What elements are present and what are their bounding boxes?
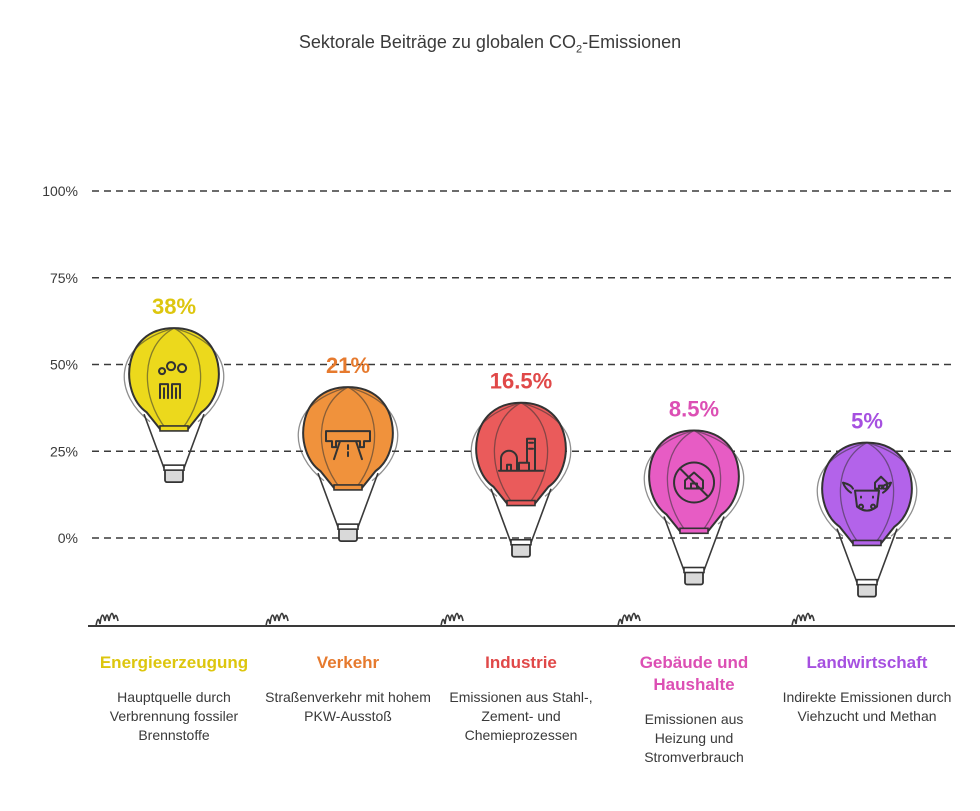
house-globe-icon — [673, 461, 715, 504]
category-description: Emissionen aus Heizung und Stromverbrauc… — [644, 711, 744, 765]
balloon-rope — [663, 516, 725, 571]
category-label: Energieerzeugung — [99, 653, 249, 672]
grass-tuft — [440, 612, 464, 627]
data-label: 38% — [152, 294, 196, 319]
basket-rim — [856, 578, 878, 586]
balloon-rope — [143, 413, 205, 469]
balloon-5: 5% — [816, 409, 918, 598]
balloon-seam — [816, 442, 918, 544]
balloon-band — [333, 484, 363, 491]
grass-tuft — [617, 612, 641, 627]
category-description: Straßenverkehr mit hohem PKW-Ausstoß — [265, 689, 431, 724]
balloon-band — [159, 425, 189, 432]
basket-rim — [510, 538, 532, 546]
balloon-band — [852, 539, 882, 547]
data-label: 16.5% — [490, 369, 552, 394]
balloon-4: 8.5% — [643, 397, 745, 586]
category-5: Landwirtschaft Indirekte Emissionen durch… — [777, 652, 957, 726]
category-description: Emissionen aus Stahl-, Zement- und Chemi… — [449, 689, 593, 743]
balloon-rope — [490, 488, 552, 544]
grass-tuft — [265, 612, 289, 627]
basket-rim — [683, 566, 705, 574]
category-label: Verkehr — [316, 653, 380, 672]
category-4: Gebäude und Haushalte Emissionen aus Heiz… — [604, 652, 784, 767]
balloon-3: 16.5% — [470, 369, 572, 558]
road-icon — [325, 430, 371, 461]
balloon-seam — [470, 402, 572, 504]
balloon-2: 21% — [297, 353, 399, 543]
category-label: Gebäude und Haushalte — [639, 653, 749, 694]
y-tick-label: 50% — [50, 357, 78, 373]
factory-icon — [158, 361, 188, 400]
chart-title: Sektorale Beiträge zu globalen CO2-Emiss… — [298, 32, 682, 56]
balloon-seam — [123, 327, 225, 430]
category-2: Verkehr Straßenverkehr mit hohem PKW-Auss… — [258, 652, 438, 726]
basket-rim — [163, 464, 185, 471]
balloon-1: 38% — [123, 294, 225, 484]
data-label: 21% — [326, 353, 370, 378]
grass-tuft — [791, 612, 815, 627]
y-tick-label: 25% — [50, 443, 78, 459]
balloon-band — [679, 527, 709, 535]
basket-rim — [337, 523, 359, 530]
balloon-seam — [297, 386, 399, 489]
category-label: Industrie — [485, 653, 557, 672]
category-3: Industrie Emissionen aus Stahl-, Zement- … — [431, 652, 611, 745]
balloon-band — [506, 499, 536, 507]
category-description: Hauptquelle durch Verbrennung fossiler B… — [109, 689, 239, 743]
y-tick-label: 75% — [50, 270, 78, 286]
y-tick-label: 0% — [58, 530, 78, 546]
industry-icon — [498, 437, 544, 472]
y-tick-label: 100% — [42, 183, 78, 199]
cow-icon — [842, 475, 892, 512]
balloon-rope — [317, 472, 379, 528]
data-label: 5% — [851, 409, 883, 434]
category-label: Landwirtschaft — [806, 653, 928, 672]
balloon-rope — [836, 528, 898, 583]
category-1: Energieerzeugung Hauptquelle durch Verbre… — [84, 652, 264, 745]
balloon-seam — [643, 429, 745, 532]
data-label: 8.5% — [669, 397, 719, 422]
grass-tuft — [95, 612, 119, 627]
category-description: Indirekte Emissionen durch Viehzucht und… — [782, 689, 952, 724]
